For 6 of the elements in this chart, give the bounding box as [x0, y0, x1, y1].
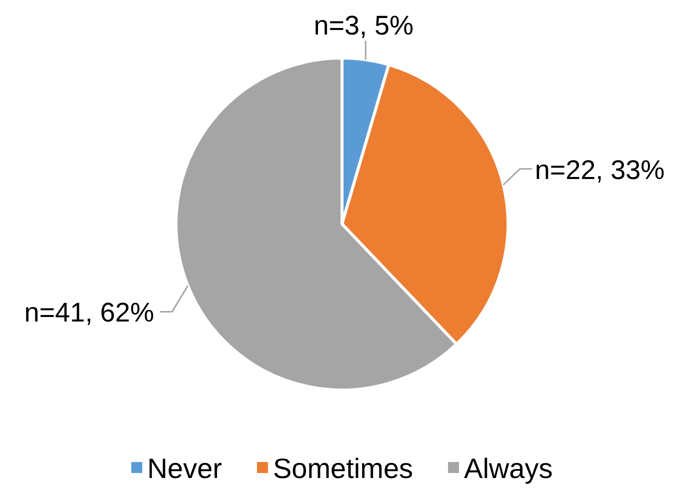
data-label: n=41, 62%: [24, 298, 154, 328]
data-label: n=3, 5%: [314, 10, 414, 41]
legend-label: Always: [464, 453, 553, 484]
legend-label: Never: [147, 453, 222, 484]
data-label: n=22, 33%: [534, 154, 665, 185]
legend-label: Sometimes: [272, 453, 414, 484]
